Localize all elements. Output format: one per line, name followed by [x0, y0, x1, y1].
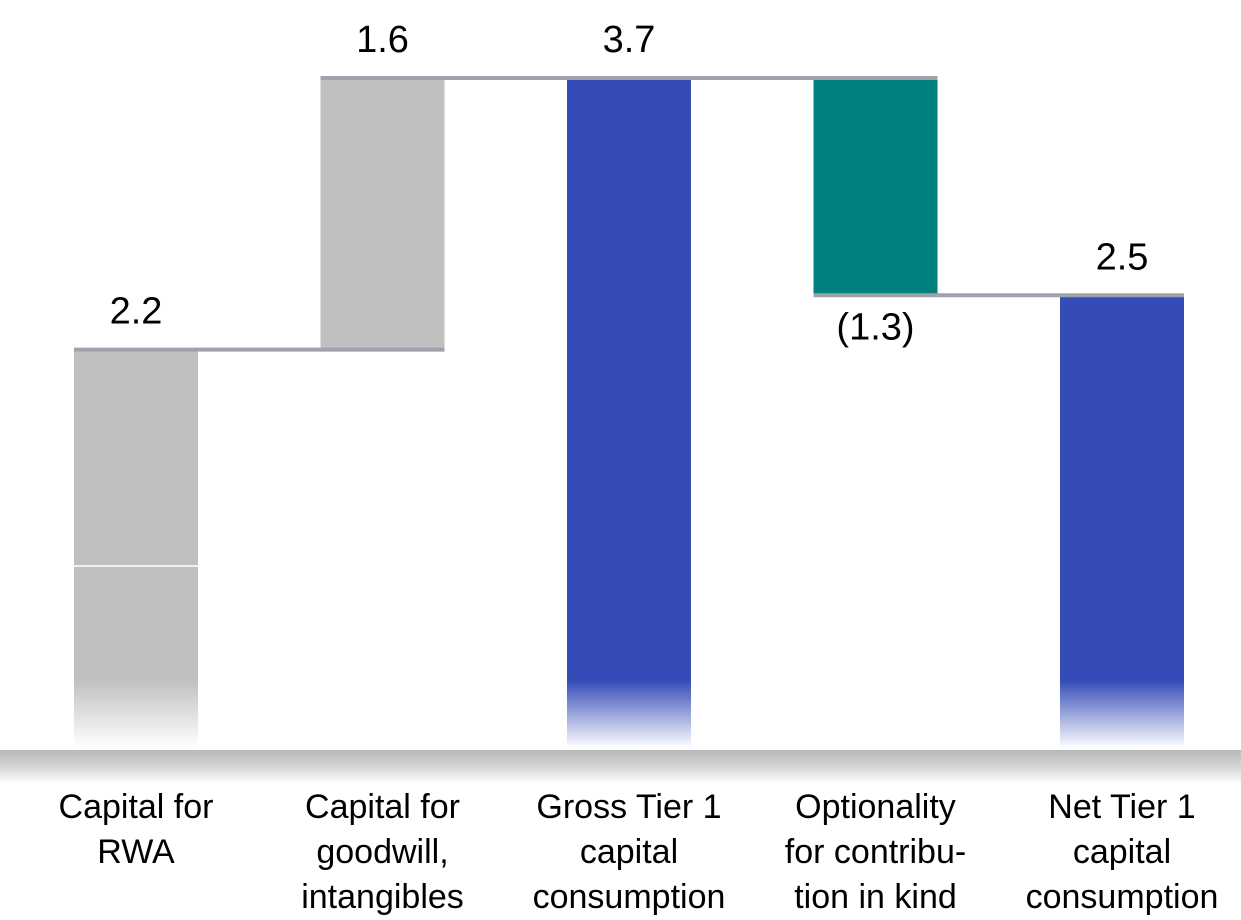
connectors-layer: [74, 76, 1184, 352]
value-label-net: 2.5: [1096, 236, 1149, 278]
bar-gross-base-fade: [567, 680, 691, 748]
bars-layer: [74, 78, 1184, 748]
value-label-goodwill: 1.6: [356, 19, 409, 61]
value-label-rwa: 2.2: [110, 291, 163, 333]
category-label-net: Net Tier 1 capital consumption: [1026, 788, 1219, 916]
baseline-band: [0, 750, 1241, 784]
bar-net-base-fade: [1060, 680, 1184, 748]
category-label-goodwill: Capital for goodwill, intangibles: [301, 788, 464, 916]
category-label-rwa: Capital for RWA: [59, 788, 214, 871]
bar-net: [1060, 295, 1184, 680]
bar-optionality: [813, 78, 938, 296]
bar-gross: [567, 78, 691, 680]
category-label-gross: Gross Tier 1 capital consumption: [533, 788, 726, 916]
bar-goodwill: [320, 78, 445, 350]
baseline-band-rect: [0, 750, 1241, 784]
category-label-optionality: Optionality for contribu-tion in kind: [785, 788, 966, 916]
value-label-gross: 3.7: [603, 19, 656, 61]
value-label-optionality: (1.3): [836, 306, 914, 348]
category-labels: Capital for RWA Capital for goodwill, intang…: [59, 788, 1219, 916]
bar-rwa-base-fade: [74, 680, 198, 748]
value-labels: 2.2 1.6 3.7 (1.3) 2.5: [110, 19, 1149, 348]
bar-rwa: [74, 349, 198, 680]
